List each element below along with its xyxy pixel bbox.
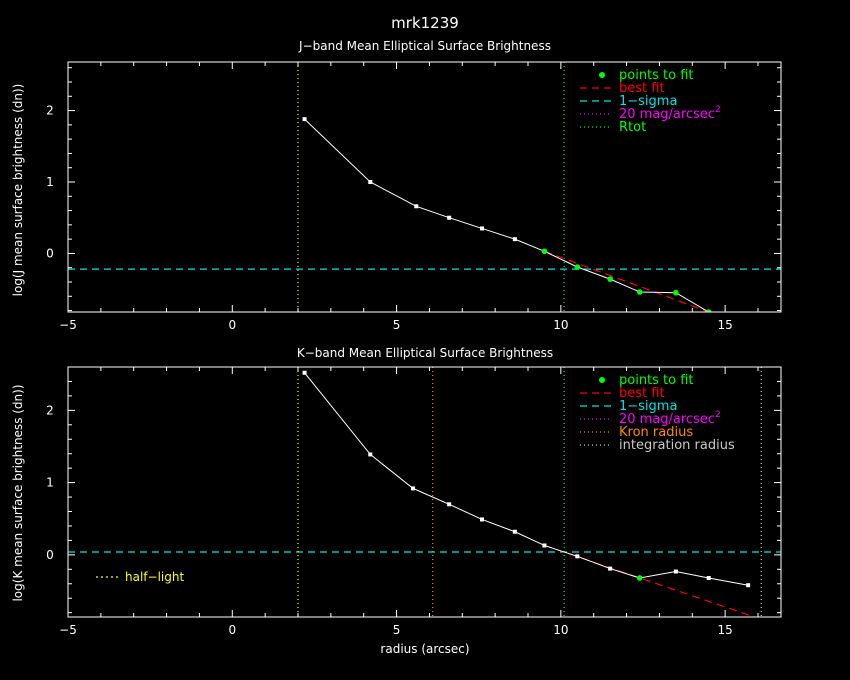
j-band-y-tick-label: 1 [46,175,54,189]
k-band-x-tick-label: −5 [59,623,77,637]
j-band-data-point [512,237,517,242]
j-band-fit-point [541,248,548,255]
j-band-data-line [304,118,709,312]
j-band-data-point [447,215,452,220]
j-band-legend-label-1-sigma: 1−sigma [619,94,677,109]
j-band-x-tick-label: −5 [59,318,77,332]
j-band-fit-point [636,289,643,295]
k-band-data-point [608,566,613,571]
k-band-data-point [368,452,373,457]
j-band-fit-point [673,289,679,296]
k-band-data-point [480,517,484,522]
j-band-legend-marker-points-to-fit [599,72,605,78]
j-band-x-tick-label: 5 [393,318,401,332]
k-band-data-point [411,486,415,491]
k-band-y-tick-label: 1 [46,476,54,490]
j-band-ylabel: log(J mean surface brightness (dn)) [11,84,25,297]
k-band-data-point [746,583,751,588]
x-axis-label: radius (arcsec) [380,642,469,656]
k-band-panel: K−band Mean Elliptical Surface Brightnes… [11,346,782,656]
figure-title: mrk1239 [391,14,459,32]
k-band-data-point [302,370,307,375]
k-band-x-tick-label: 10 [553,623,568,637]
k-band-legend-label-20-mag-arcsec: 20 mag/arcsec2 [619,410,721,427]
j-band-data-point [368,180,373,184]
j-band-fit-point [607,276,613,282]
j-band-legend-superscript: 2 [715,105,721,115]
j-band-plot-area [68,62,781,312]
j-band-x-tick-label: 10 [553,318,568,332]
j-band-panel: J−band Mean Elliptical Surface Brightnes… [11,39,782,332]
k-band-data-point [575,554,580,559]
k-band-legend-label-kron-radius: Kron radius [619,425,693,440]
k-band-legend-label-points-to-fit: points to fit [619,373,694,388]
k-band-y-tick-label: 2 [46,403,54,417]
j-band-x-tick-label: 15 [718,318,733,332]
j-band-legend-label-best-fit: best fit [619,81,665,96]
j-band-data-point [302,117,307,122]
j-band-x-tick-label: 0 [228,318,236,332]
k-band-legend-label-integration-radius: integration radius [619,438,735,453]
j-band-axes-frame [67,61,782,313]
j-band-data-point [414,204,419,209]
k-band-fit-point [636,575,643,581]
k-band-x-tick-label: 5 [393,623,401,637]
j-band-y-tick-label: 2 [46,104,54,118]
k-band-x-tick-label: 0 [228,623,236,637]
k-band-legend-label-best-fit: best fit [619,386,665,401]
j-band-legend-label-rtot: Rtot [619,120,646,135]
j-band-fit-point [705,309,712,312]
k-band-data-point [447,502,452,507]
k-band-data-point [512,529,517,534]
j-band-fit-point [574,264,581,270]
k-band-best-fit-line [544,544,755,617]
k-band-legend-label-1-sigma: 1−sigma [619,399,677,414]
j-band-y-tick-label: 0 [46,246,54,260]
j-band-legend-label-points-to-fit: points to fit [619,68,694,83]
k-band-ylabel: log(K mean surface brightness (dn)) [11,384,25,601]
k-band-half-light-legend-label: half−light [125,570,184,584]
k-band-legend-marker-points-to-fit [599,377,605,383]
j-band-data-point [480,226,484,231]
k-band-y-tick-label: 0 [46,548,54,562]
k-band-x-tick-label: 15 [718,623,733,637]
k-band-data-point [673,569,678,574]
j-band-title: J−band Mean Elliptical Surface Brightnes… [298,39,551,53]
j-band-best-fit-line [544,250,709,312]
k-band-legend-superscript: 2 [715,410,721,420]
k-band-data-point [706,575,711,580]
k-band-title: K−band Mean Elliptical Surface Brightnes… [297,346,553,360]
k-band-axes-frame [67,366,782,618]
k-band-plot-area [68,367,781,617]
j-band-legend-label-20-mag-arcsec: 20 mag/arcsec2 [619,105,721,122]
k-band-data-point [542,543,547,548]
